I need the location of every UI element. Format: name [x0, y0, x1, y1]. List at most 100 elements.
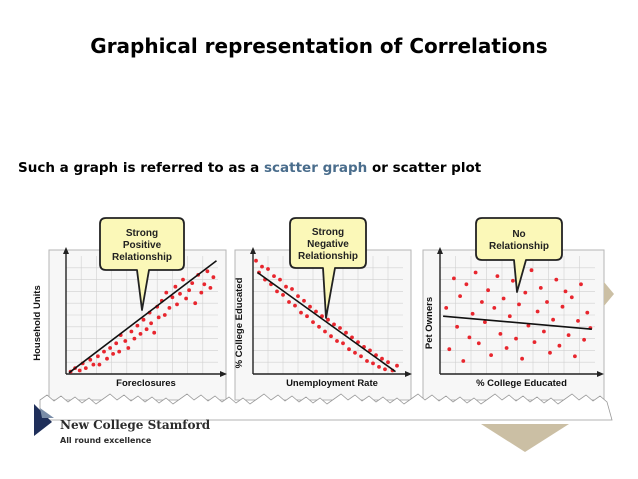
subtitle-highlight: scatter graph — [264, 160, 368, 176]
data-point — [380, 356, 384, 361]
data-point — [473, 270, 478, 275]
data-point — [193, 301, 198, 306]
data-point — [311, 320, 315, 324]
subtitle-text-end: or scatter plot — [367, 160, 482, 176]
data-point — [162, 313, 167, 317]
x-axis-arrow — [405, 371, 412, 377]
callout-bubble — [99, 217, 185, 311]
data-point — [138, 332, 143, 336]
data-point — [492, 306, 497, 310]
data-point — [573, 354, 577, 359]
data-point — [341, 341, 345, 346]
y-axis-arrow — [250, 247, 256, 254]
accent-triangle-right — [604, 282, 614, 306]
data-point — [447, 347, 452, 352]
data-point — [514, 336, 518, 341]
data-point — [293, 303, 297, 308]
x-axis-label: % College Educated — [476, 378, 567, 389]
data-point — [208, 286, 213, 290]
data-point — [467, 335, 472, 340]
data-point — [184, 296, 189, 301]
data-point — [108, 346, 112, 350]
data-point — [501, 296, 506, 301]
data-point — [260, 264, 264, 269]
data-point — [368, 348, 372, 353]
data-point — [395, 363, 399, 368]
data-point — [305, 314, 309, 319]
data-point — [548, 350, 552, 355]
data-point — [517, 302, 521, 307]
data-point — [156, 315, 161, 320]
data-point — [532, 340, 537, 344]
data-point — [495, 274, 500, 278]
data-point — [470, 311, 475, 316]
data-point — [308, 304, 312, 309]
data-point — [290, 287, 294, 291]
data-point — [141, 317, 146, 322]
data-point — [299, 310, 303, 315]
subtitle: Such a graph is referred to as a scatter… — [18, 160, 481, 176]
data-point — [576, 319, 580, 323]
trend-line — [257, 271, 396, 373]
college-logo-icon — [34, 404, 54, 436]
data-point — [111, 352, 115, 356]
data-point — [254, 258, 258, 263]
trend-line — [68, 260, 217, 374]
data-point — [275, 289, 279, 294]
data-point — [202, 282, 207, 287]
data-point — [455, 324, 459, 329]
data-point — [135, 323, 140, 328]
data-point — [266, 267, 270, 271]
data-point — [278, 277, 282, 282]
data-point — [486, 288, 490, 293]
data-point — [520, 356, 524, 361]
data-point — [187, 288, 192, 293]
data-point — [489, 353, 493, 357]
data-point — [554, 277, 559, 282]
data-point — [102, 349, 106, 354]
data-point — [129, 329, 134, 334]
data-point — [114, 341, 119, 346]
data-point — [173, 284, 178, 289]
data-point — [579, 282, 583, 287]
data-point — [359, 354, 363, 359]
data-point — [332, 322, 336, 327]
data-point — [507, 314, 512, 319]
data-point — [461, 359, 466, 363]
data-point — [317, 324, 321, 329]
accent-triangle-bottom — [481, 424, 569, 452]
x-axis-arrow — [220, 371, 227, 377]
data-point — [164, 290, 169, 295]
data-point — [170, 295, 175, 300]
data-point — [538, 286, 543, 290]
data-point — [498, 332, 503, 336]
data-point — [535, 309, 540, 314]
data-point — [117, 349, 122, 354]
panel-frame — [422, 249, 605, 401]
data-point — [126, 346, 131, 350]
data-point — [281, 293, 285, 297]
subtitle-text-start: Such a graph is referred to as a — [18, 160, 264, 176]
data-point — [88, 357, 93, 362]
data-point — [566, 333, 571, 337]
data-point — [557, 343, 562, 348]
data-point — [458, 294, 462, 298]
data-point — [560, 304, 565, 309]
data-point — [338, 326, 342, 330]
data-point — [377, 365, 381, 369]
data-point — [542, 329, 546, 334]
data-point — [181, 277, 185, 282]
x-axis-label: Foreclosures — [116, 378, 176, 389]
callout-title: Strong Negative Relationship — [298, 227, 358, 262]
data-point — [284, 284, 288, 289]
data-point — [178, 291, 182, 296]
slide-title: Graphical representation of Correlations — [90, 34, 548, 58]
data-point — [582, 337, 586, 342]
data-point — [190, 281, 195, 285]
data-point — [302, 298, 306, 303]
data-point — [320, 314, 324, 319]
data-point — [523, 290, 528, 295]
scatter-panel-1: Foreclosures Household Units Strong Positiv… — [32, 217, 227, 401]
torn-paper-edge — [39, 393, 613, 421]
data-point — [97, 362, 102, 367]
